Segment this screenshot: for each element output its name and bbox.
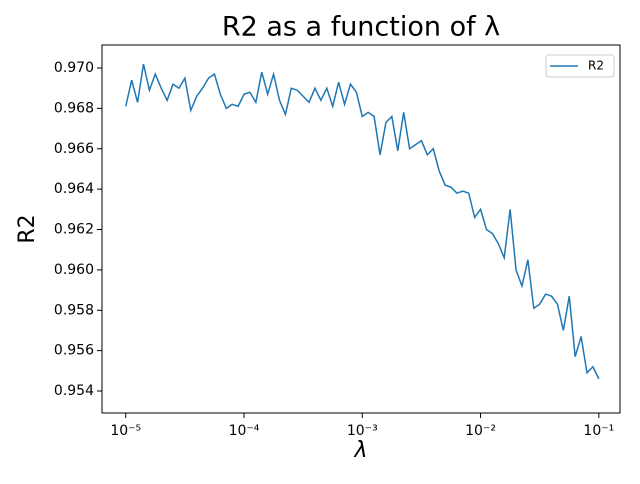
y-tick-label: 0.962: [54, 222, 94, 238]
legend-label: R2: [588, 59, 604, 73]
y-tick-label: 0.956: [54, 343, 94, 359]
x-axis-label: λ: [353, 438, 367, 463]
y-axis-label: R2: [15, 214, 40, 243]
y-tick-label: 0.954: [54, 383, 94, 399]
x-tick-label: 10⁻³: [347, 423, 378, 439]
x-tick-label: 10⁻⁴: [229, 423, 260, 439]
y-tick-label: 0.958: [54, 302, 94, 318]
chart-title: R2 as a function of λ: [222, 12, 500, 43]
data-line: [124, 63, 600, 380]
y-tick-label: 0.960: [54, 262, 94, 278]
y-tick-label: 0.970: [54, 60, 94, 76]
y-tick-label: 0.966: [54, 141, 94, 157]
y-tick-label: 0.964: [54, 181, 94, 197]
legend-box: [545, 54, 615, 78]
x-tick-label: 10⁻⁵: [110, 423, 141, 439]
x-tick-label: 10⁻²: [465, 423, 496, 439]
y-tick-label: 0.968: [54, 100, 94, 116]
plot-frame: [101, 44, 621, 414]
x-tick-label: 10⁻¹: [583, 423, 614, 439]
